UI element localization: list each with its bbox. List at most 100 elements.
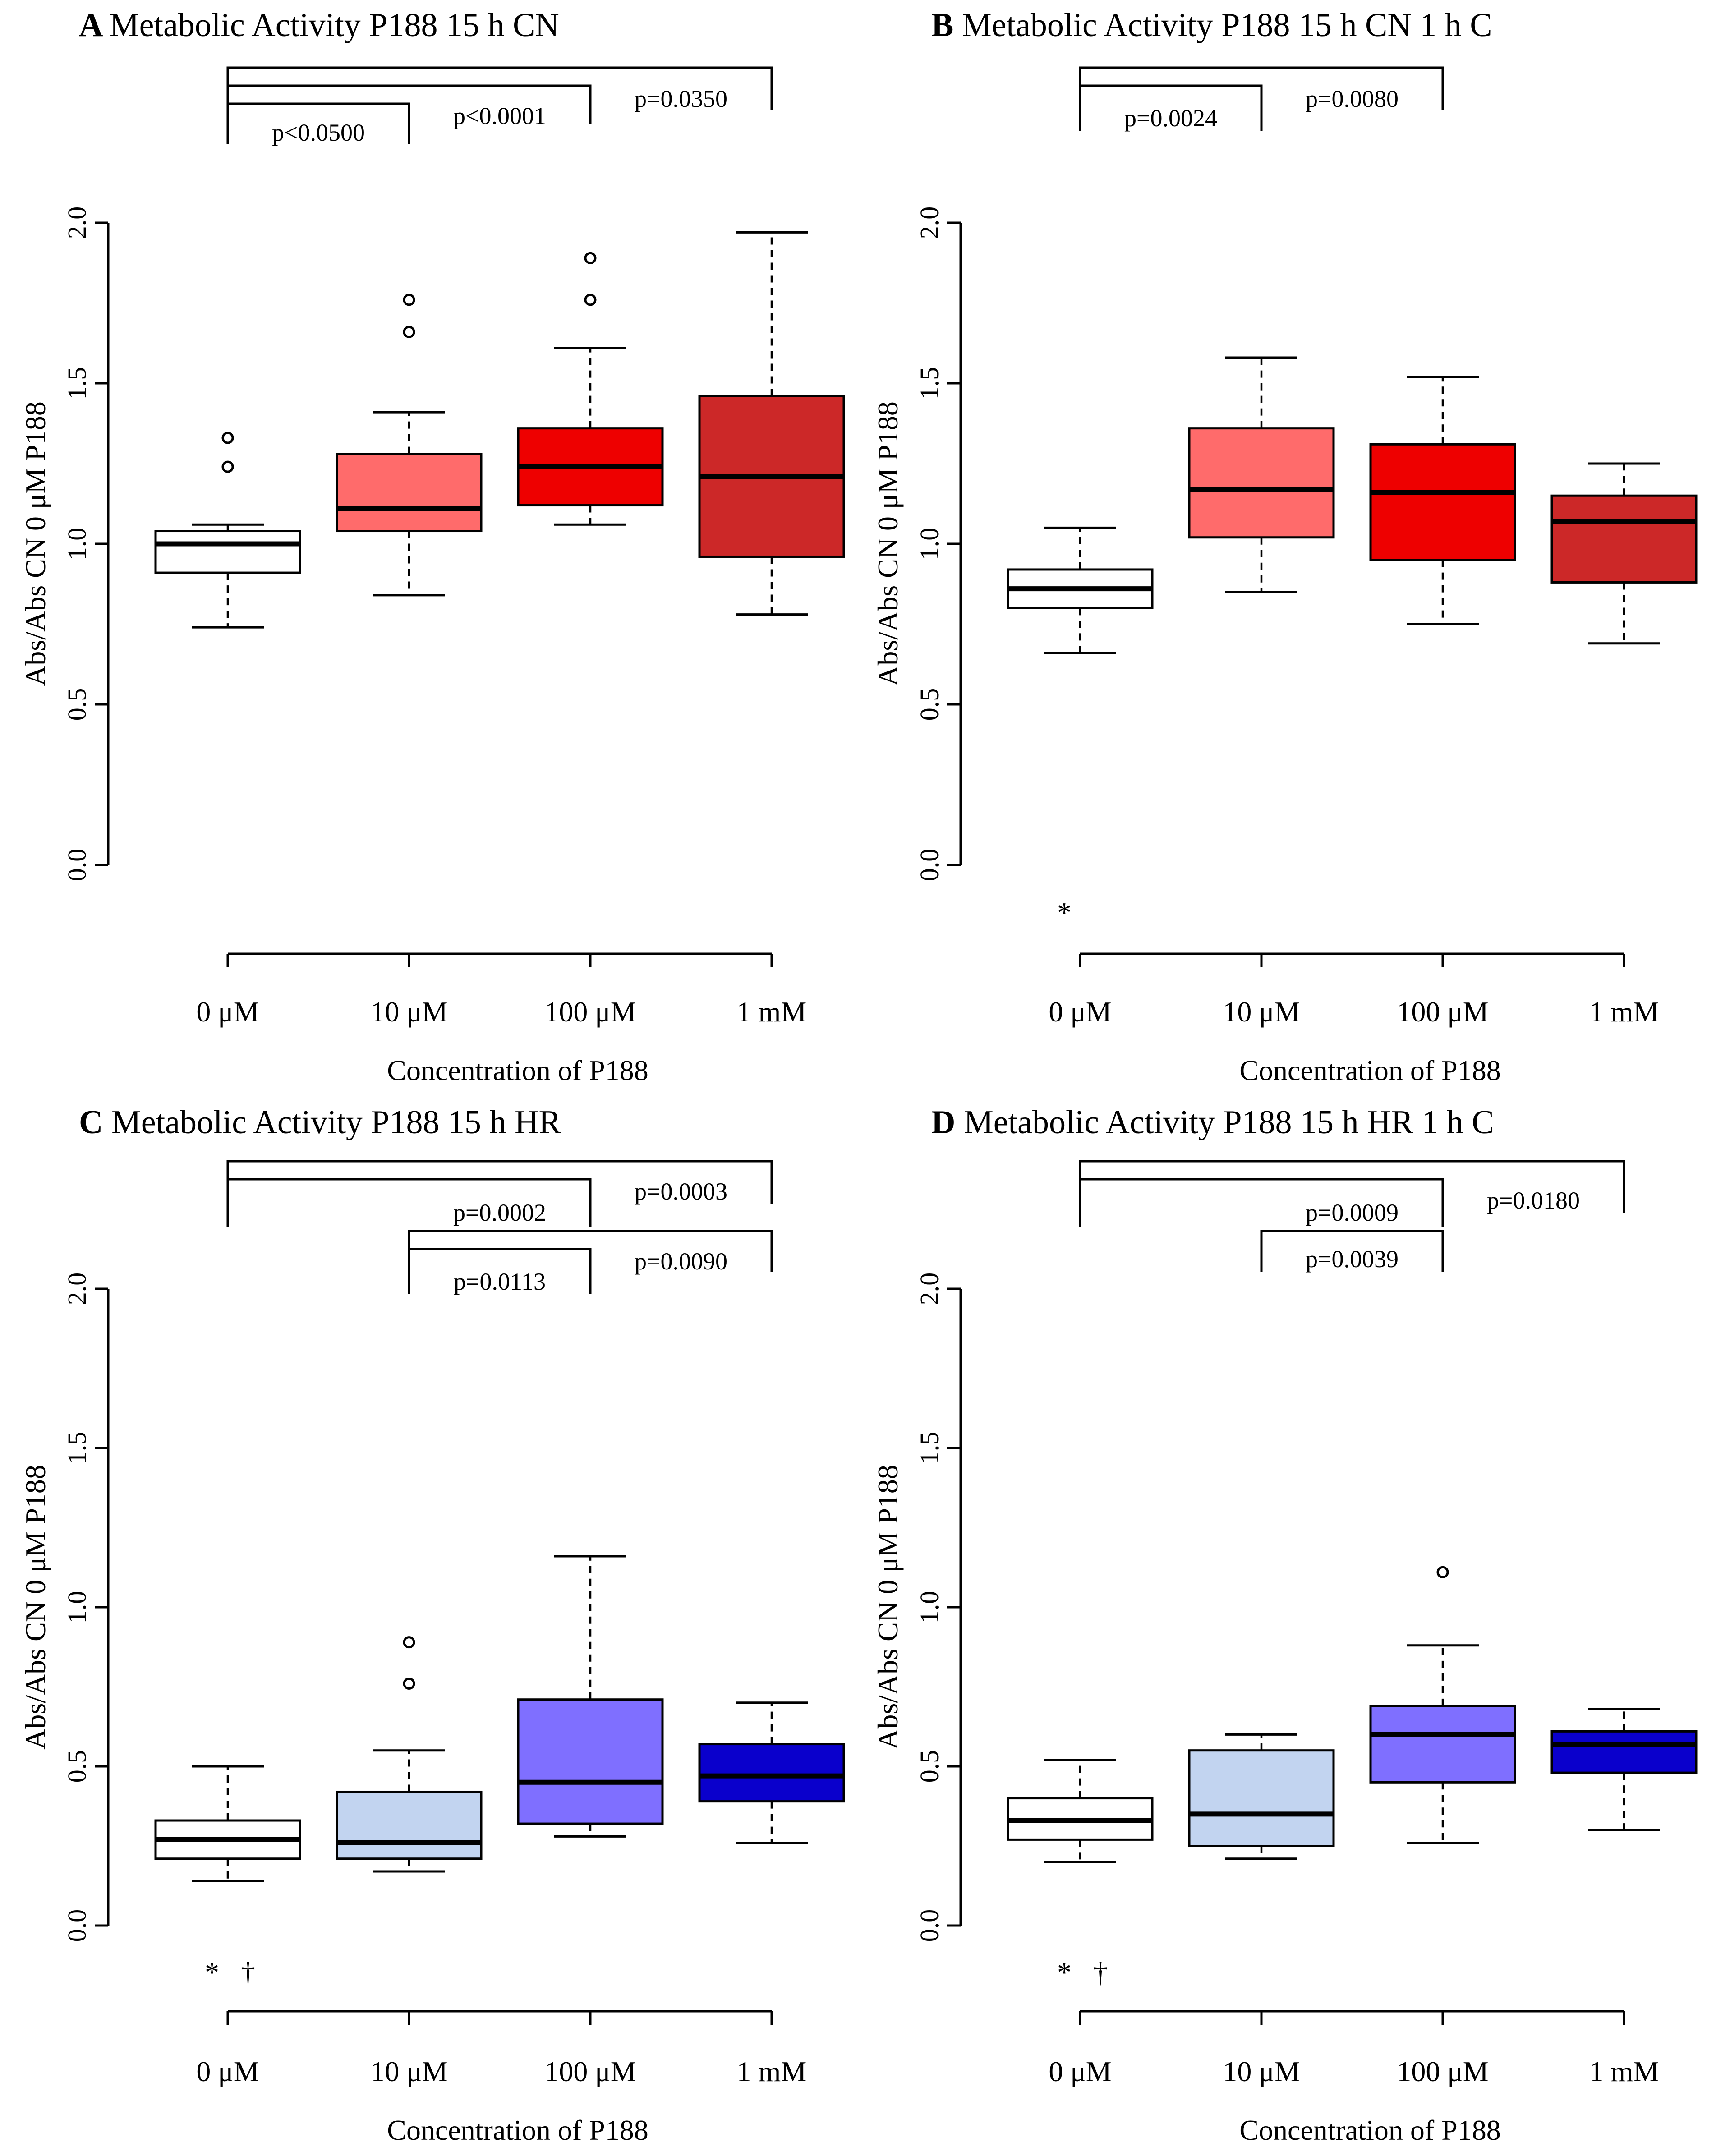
panel-title: C Metabolic Activity P188 15 h HR <box>79 1104 561 1141</box>
significance-marker: † <box>1093 1956 1108 1988</box>
box-1 <box>154 432 301 629</box>
significance-bracket <box>1260 1230 1444 1272</box>
box-3 <box>517 252 664 526</box>
y-tick-label: 0.0 <box>62 1909 92 1942</box>
panel-title-text: Metabolic Activity P188 15 h CN <box>110 7 559 44</box>
x-axis-title: Concentration of P188 <box>387 1054 648 1086</box>
outlier-point <box>403 294 415 306</box>
significance-marker: * <box>1057 896 1072 929</box>
x-tick-label: 0 μM <box>196 996 259 1028</box>
y-tick-label: 2.0 <box>915 1273 944 1306</box>
p-value-label: p=0.0009 <box>1306 1199 1399 1226</box>
box-2 <box>336 294 483 597</box>
p-value-label: p=0.0039 <box>1306 1246 1399 1273</box>
p-value-label: p=0.0003 <box>635 1178 727 1205</box>
significance-bracket <box>408 1230 773 1272</box>
x-tick-label: 10 μM <box>1223 996 1300 1028</box>
box-1 <box>154 1765 301 1882</box>
panel-letter: B <box>931 7 962 44</box>
x-tick-label: 10 μM <box>370 2055 447 2087</box>
significance-marker: † <box>241 1956 255 1988</box>
p-value-label: p=0.0002 <box>453 1199 546 1226</box>
box-3 <box>1369 1566 1516 1844</box>
significance-bracket <box>226 1160 773 1204</box>
significance-marker: * <box>1057 1956 1072 1988</box>
p-value-label: p<0.0500 <box>272 119 365 146</box>
x-axis-title: Concentration of P188 <box>387 2114 648 2146</box>
panel-title: A Metabolic Activity P188 15 h CN <box>79 7 559 44</box>
y-tick-label: 0.5 <box>915 1750 944 1783</box>
iqr-box <box>1550 1730 1698 1774</box>
p-value-label: p=0.0080 <box>1306 85 1399 112</box>
outlier-point <box>584 252 597 264</box>
y-axis-title: Abs/Abs CN 0 μM P188 <box>19 401 51 686</box>
panel-d: D Metabolic Activity P188 15 h HR 1 h C 0… <box>872 1104 1698 2146</box>
y-tick-label: 1.0 <box>915 1591 944 1624</box>
iqr-box <box>154 530 301 574</box>
panel-c: C Metabolic Activity P188 15 h HR 0.0 0.5 1… <box>19 1104 845 2146</box>
iqr-box <box>1369 1705 1516 1784</box>
panel-a: A Metabolic Activity P188 15 h CN 0.0 0.5 1… <box>19 7 845 1086</box>
outlier-point <box>221 432 234 444</box>
x-tick-label: 100 μM <box>544 2055 636 2087</box>
outlier-point <box>403 1636 415 1649</box>
panel-b: B Metabolic Activity P188 15 h CN 1 h C 0… <box>872 7 1698 1086</box>
box-4 <box>1550 462 1698 645</box>
x-tick-label: 10 μM <box>1223 2055 1300 2087</box>
x-axis-title: Concentration of P188 <box>1239 1054 1500 1086</box>
panel-title: B Metabolic Activity P188 15 h CN 1 h C <box>931 7 1492 44</box>
box-4 <box>698 231 845 616</box>
panel-title-text: Metabolic Activity P188 15 h HR 1 h C <box>964 1104 1494 1141</box>
outlier-point <box>1436 1566 1449 1578</box>
box-1 <box>1007 526 1154 654</box>
iqr-box <box>698 1743 845 1803</box>
y-tick-label: 0.0 <box>915 849 944 882</box>
x-tick-label: 1 mM <box>737 996 807 1028</box>
p-value-label: p<0.0001 <box>453 102 546 129</box>
x-tick-label: 100 μM <box>544 996 636 1028</box>
panel-letter: A <box>79 7 110 44</box>
significance-bracket <box>1079 66 1444 110</box>
iqr-box <box>517 1698 664 1825</box>
p-value-label: p=0.0024 <box>1124 105 1217 132</box>
outlier-point <box>403 326 415 338</box>
box-3 <box>1369 376 1516 625</box>
y-tick-label: 1.5 <box>915 1432 944 1465</box>
iqr-box <box>1369 443 1516 561</box>
y-axis-title: Abs/Abs CN 0 μM P188 <box>872 401 904 686</box>
box-2 <box>336 1636 483 1873</box>
y-tick-label: 2.0 <box>62 207 92 239</box>
box-4 <box>698 1701 845 1844</box>
y-tick-label: 1.5 <box>62 367 92 400</box>
iqr-box <box>336 1790 483 1860</box>
iqr-box <box>336 453 483 533</box>
x-tick-label: 0 μM <box>1049 996 1111 1028</box>
y-axis-title: Abs/Abs CN 0 μM P188 <box>872 1465 904 1750</box>
y-tick-label: 2.0 <box>62 1273 92 1306</box>
x-tick-label: 1 mM <box>1589 2055 1659 2087</box>
box-2 <box>1188 356 1335 593</box>
x-tick-label: 100 μM <box>1397 996 1488 1028</box>
x-axis-title: Concentration of P188 <box>1239 2114 1500 2146</box>
x-tick-label: 0 μM <box>196 2055 259 2087</box>
y-tick-label: 1.0 <box>915 528 944 561</box>
box-4 <box>1550 1708 1698 1831</box>
iqr-box <box>1188 1749 1335 1847</box>
box-2 <box>1188 1733 1335 1860</box>
box-1 <box>1007 1759 1154 1863</box>
x-tick-label: 1 mM <box>737 2055 807 2087</box>
y-tick-label: 1.5 <box>915 367 944 400</box>
p-value-label: p=0.0180 <box>1487 1187 1580 1214</box>
y-axis-title: Abs/Abs CN 0 μM P188 <box>19 1465 51 1750</box>
x-tick-label: 100 μM <box>1397 2055 1488 2087</box>
x-tick-label: 1 mM <box>1589 996 1659 1028</box>
iqr-box <box>1188 427 1335 539</box>
y-tick-label: 0.0 <box>62 849 92 882</box>
iqr-box <box>1550 494 1698 584</box>
p-value-label: p=0.0090 <box>635 1248 727 1275</box>
y-tick-label: 1.5 <box>62 1432 92 1465</box>
panel-letter: D <box>931 1104 964 1141</box>
x-tick-label: 0 μM <box>1049 2055 1111 2087</box>
y-tick-label: 0.0 <box>915 1909 944 1942</box>
